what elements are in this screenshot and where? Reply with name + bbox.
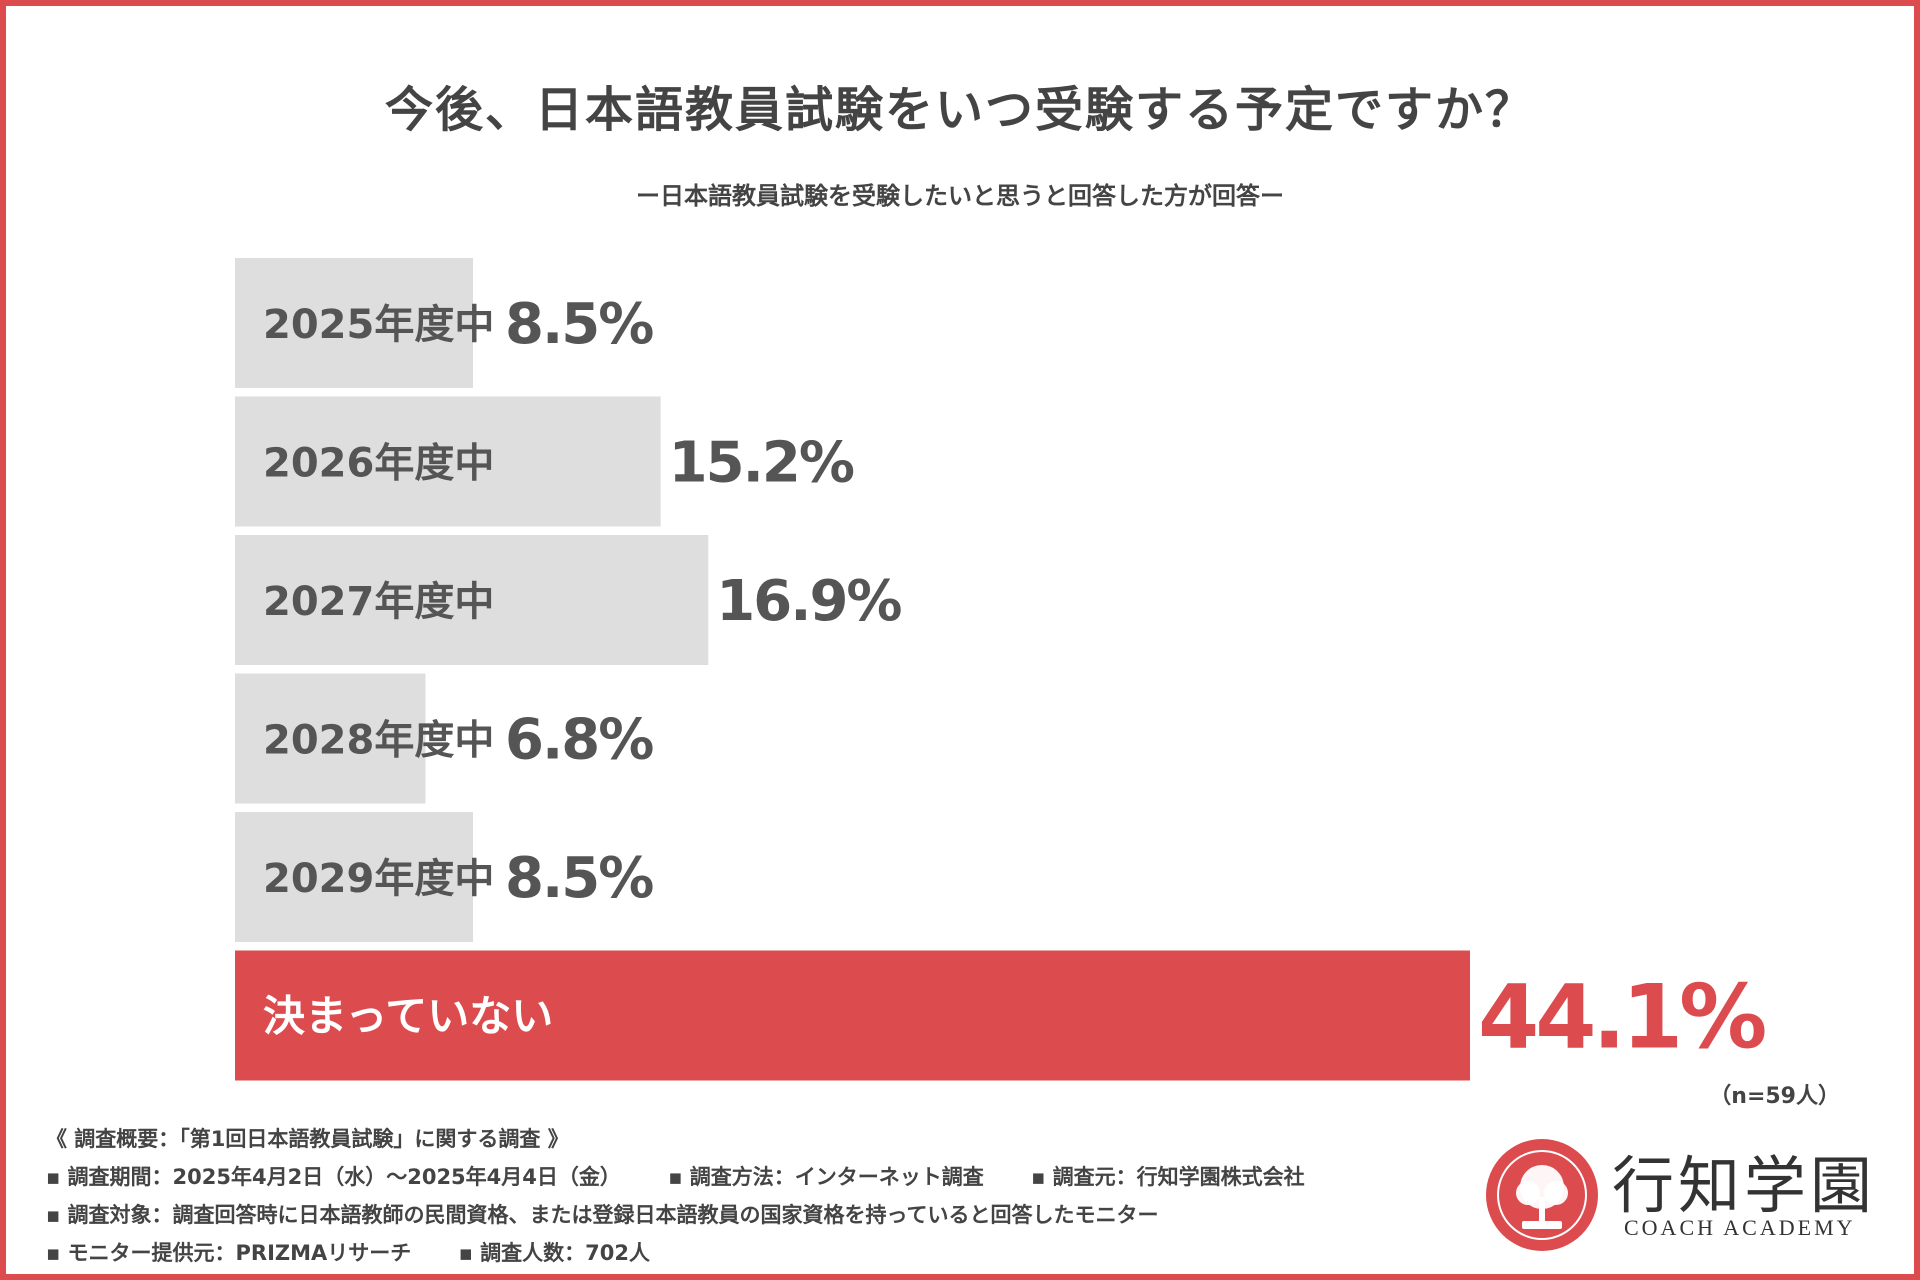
bar-2 xyxy=(235,535,709,665)
chart-title: 今後、日本語教員試験をいつ受験する予定ですか？ xyxy=(384,82,1535,138)
category-label-2: 2027年度中 xyxy=(263,579,494,625)
category-label-3: 2028年度中 xyxy=(263,718,494,764)
tree-seal-icon xyxy=(1486,1139,1598,1251)
notes-row-2: 調査対象：調査回答時に日本語教師の民間資格、または登録日本語教員の国家資格を持っ… xyxy=(46,1196,1345,1234)
notes-period: 調査期間：2025年4月2日（水）～2025年4月4日（金） xyxy=(46,1158,621,1196)
category-label-1: 2026年度中 xyxy=(263,441,494,487)
value-label-0: 8.5% xyxy=(505,292,653,357)
notes-source: 調査元：行知学園株式会社 xyxy=(1031,1158,1305,1196)
category-label-5: 決まっていない xyxy=(263,992,553,1041)
notes-count: 調査人数：702人 xyxy=(459,1234,650,1272)
bar-3 xyxy=(235,673,426,804)
notes-method: 調査方法：インターネット調査 xyxy=(668,1158,984,1196)
notes-row-3: モニター提供元：PRIZMAリサーチ 調査人数：702人 xyxy=(46,1234,1345,1272)
bar-4 xyxy=(235,812,474,942)
value-label-3: 6.8% xyxy=(505,708,653,773)
bar-1 xyxy=(235,396,661,527)
notes-target: 調査対象：調査回答時に日本語教師の民間資格、または登録日本語教員の国家資格を持っ… xyxy=(46,1196,1159,1234)
logo-subtitle: COACH ACADEMY xyxy=(1624,1215,1856,1240)
sample-size-note: （n=59人） xyxy=(1709,1084,1840,1109)
value-label-5: 44.1% xyxy=(1478,966,1765,1069)
notes-row-1: 調査期間：2025年4月2日（水）～2025年4月4日（金） 調査方法：インター… xyxy=(46,1158,1345,1196)
chart-subtitle: ー日本語教員試験を受験したいと思うと回答した方が回答ー xyxy=(636,182,1284,210)
notes-provider: モニター提供元：PRIZMAリサーチ xyxy=(46,1234,412,1272)
logo: 行知学園 COACH ACADEMY xyxy=(1482,1135,1882,1255)
notes-header: 《 調査概要：「第1回日本語教員試験」に関する調査 》 xyxy=(46,1127,569,1151)
value-label-1: 15.2% xyxy=(669,431,854,496)
value-label-2: 16.9% xyxy=(716,569,901,634)
bar-5 xyxy=(235,950,1470,1081)
value-label-4: 8.5% xyxy=(505,846,653,911)
bar-0 xyxy=(235,258,474,388)
category-label-4: 2029年度中 xyxy=(263,856,494,902)
logo-name: 行知学園 xyxy=(1612,1149,1877,1222)
survey-notes: 《 調査概要：「第1回日本語教員試験」に関する調査 》 調査期間：2025年4月… xyxy=(46,1120,1345,1272)
category-label-0: 2025年度中 xyxy=(263,302,494,348)
